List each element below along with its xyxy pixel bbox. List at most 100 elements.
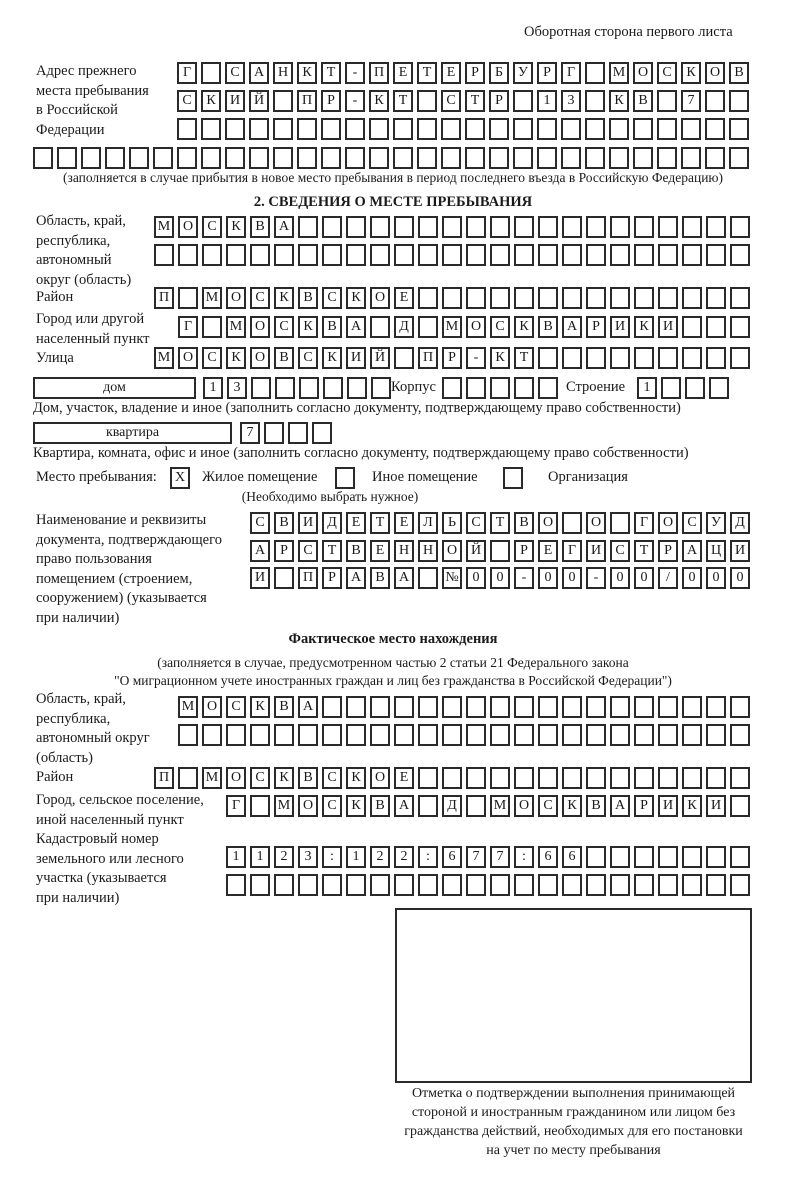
prev-address-row-4-cell[interactable]	[561, 147, 581, 169]
actual-district-row-cell[interactable]	[490, 767, 510, 789]
doc-row-1-cell[interactable]	[562, 512, 582, 534]
region-row-2-cell[interactable]	[394, 244, 414, 266]
house-number-row-cell[interactable]	[299, 377, 319, 399]
actual-region-row-2-cell[interactable]	[730, 724, 750, 746]
doc-row-3-cell[interactable]	[274, 567, 294, 589]
prev-address-row-3-cell[interactable]	[201, 118, 221, 140]
street-row-cell[interactable]	[562, 347, 582, 369]
region-row-1-cell[interactable]	[490, 216, 510, 238]
actual-region-row-1-cell[interactable]: О	[202, 696, 222, 718]
actual-region-row-2-cell[interactable]	[298, 724, 318, 746]
actual-region-row-2-cell[interactable]	[370, 724, 390, 746]
city-row-cell[interactable]: В	[322, 316, 342, 338]
prev-address-row-4-cell[interactable]	[513, 147, 533, 169]
cadastral-row-1-cell[interactable]: 1	[346, 846, 366, 868]
prev-address-row-4-cell[interactable]	[729, 147, 749, 169]
actual-district-row-cell[interactable]	[706, 767, 726, 789]
cadastral-row-1-cell[interactable]: :	[322, 846, 342, 868]
prev-address-row-4-cell[interactable]	[417, 147, 437, 169]
region-row-1-cell[interactable]	[346, 216, 366, 238]
actual-district-row-cell[interactable]	[562, 767, 582, 789]
actual-region-row-2-cell[interactable]	[490, 724, 510, 746]
prev-address-row-3-cell[interactable]	[465, 118, 485, 140]
actual-city-row-cell[interactable]	[250, 795, 270, 817]
prev-address-row-2-cell[interactable]: 7	[681, 90, 701, 112]
actual-district-row-cell[interactable]: В	[298, 767, 318, 789]
doc-row-2-cell[interactable]: Т	[322, 540, 342, 562]
prev-address-row-2-cell[interactable]: С	[177, 90, 197, 112]
house-number-row-cell[interactable]: 1	[203, 377, 223, 399]
region-row-2-cell[interactable]	[202, 244, 222, 266]
doc-row-2-cell[interactable]: С	[298, 540, 318, 562]
cadastral-row-1-cell[interactable]: 2	[370, 846, 390, 868]
region-row-1-cell[interactable]	[706, 216, 726, 238]
cadastral-row-2-cell[interactable]	[634, 874, 654, 896]
actual-district-row-cell[interactable]	[610, 767, 630, 789]
actual-region-row-1-cell[interactable]: С	[226, 696, 246, 718]
cadastral-row-1-cell[interactable]	[706, 846, 726, 868]
cadastral-row-1-cell[interactable]: 7	[466, 846, 486, 868]
actual-district-row-cell[interactable]	[178, 767, 198, 789]
actual-city-row-cell[interactable]	[730, 795, 750, 817]
region-row-2-cell[interactable]	[562, 244, 582, 266]
district-row-cell[interactable]	[634, 287, 654, 309]
prev-address-row-3-cell[interactable]	[225, 118, 245, 140]
doc-row-3-cell[interactable]: -	[514, 567, 534, 589]
cadastral-row-2-cell[interactable]	[418, 874, 438, 896]
region-row-2-cell[interactable]	[658, 244, 678, 266]
cadastral-row-2-cell[interactable]	[226, 874, 246, 896]
region-row-1-cell[interactable]: С	[202, 216, 222, 238]
doc-row-1-cell[interactable]: И	[298, 512, 318, 534]
prev-address-row-4-cell[interactable]	[273, 147, 293, 169]
doc-row-2-cell[interactable]: С	[610, 540, 630, 562]
prev-address-row-1-cell[interactable]: Е	[393, 62, 413, 84]
city-row-cell[interactable]: М	[226, 316, 246, 338]
district-row-cell[interactable]: К	[346, 287, 366, 309]
actual-region-row-2-cell[interactable]	[442, 724, 462, 746]
cadastral-row-2-cell[interactable]	[682, 874, 702, 896]
region-row-2-cell[interactable]	[418, 244, 438, 266]
house-type-field[interactable]: дом	[33, 377, 196, 399]
actual-city-row-cell[interactable]: К	[682, 795, 702, 817]
prev-address-row-2-cell[interactable]	[513, 90, 533, 112]
prev-address-row-3-cell[interactable]	[273, 118, 293, 140]
prev-address-row-3-cell[interactable]	[585, 118, 605, 140]
prev-address-row-4-cell[interactable]	[537, 147, 557, 169]
prev-address-row-1-cell[interactable]: О	[705, 62, 725, 84]
doc-row-3-cell[interactable]: А	[346, 567, 366, 589]
actual-region-row-1-cell[interactable]: В	[274, 696, 294, 718]
prev-address-row-1-cell[interactable]: Г	[177, 62, 197, 84]
actual-region-row-2-cell[interactable]	[466, 724, 486, 746]
cadastral-row-2-cell[interactable]	[298, 874, 318, 896]
actual-region-row-2-cell[interactable]	[634, 724, 654, 746]
actual-region-row-1-cell[interactable]	[682, 696, 702, 718]
prev-address-row-2-cell[interactable]	[417, 90, 437, 112]
doc-row-1-cell[interactable]: У	[706, 512, 726, 534]
prev-address-row-4-cell[interactable]	[297, 147, 317, 169]
prev-address-row-1-cell[interactable]: У	[513, 62, 533, 84]
street-row-cell[interactable]: К	[490, 347, 510, 369]
district-row-cell[interactable]: Е	[394, 287, 414, 309]
actual-city-row-cell[interactable]: К	[562, 795, 582, 817]
doc-row-1-cell[interactable]: О	[658, 512, 678, 534]
apt-type-field[interactable]: квартира	[33, 422, 232, 444]
actual-region-row-1-cell[interactable]	[466, 696, 486, 718]
prev-address-row-2-cell[interactable]	[273, 90, 293, 112]
actual-city-row-cell[interactable]: И	[706, 795, 726, 817]
city-row-cell[interactable]: О	[250, 316, 270, 338]
prev-address-row-4-cell[interactable]	[129, 147, 149, 169]
region-row-1-cell[interactable]	[682, 216, 702, 238]
region-row-1-cell[interactable]	[610, 216, 630, 238]
actual-region-row-2-cell[interactable]	[250, 724, 270, 746]
doc-row-2-cell[interactable]: Т	[634, 540, 654, 562]
actual-city-row-cell[interactable]: Р	[634, 795, 654, 817]
doc-row-2-cell[interactable]: Ц	[706, 540, 726, 562]
actual-city-row-cell[interactable]: Г	[226, 795, 246, 817]
actual-city-row-cell[interactable]: О	[514, 795, 534, 817]
region-row-1-cell[interactable]	[370, 216, 390, 238]
region-row-1-cell[interactable]: О	[178, 216, 198, 238]
actual-region-row-1-cell[interactable]: К	[250, 696, 270, 718]
region-row-2-cell[interactable]	[514, 244, 534, 266]
street-row-cell[interactable]	[634, 347, 654, 369]
prev-address-row-1-cell[interactable]: Г	[561, 62, 581, 84]
